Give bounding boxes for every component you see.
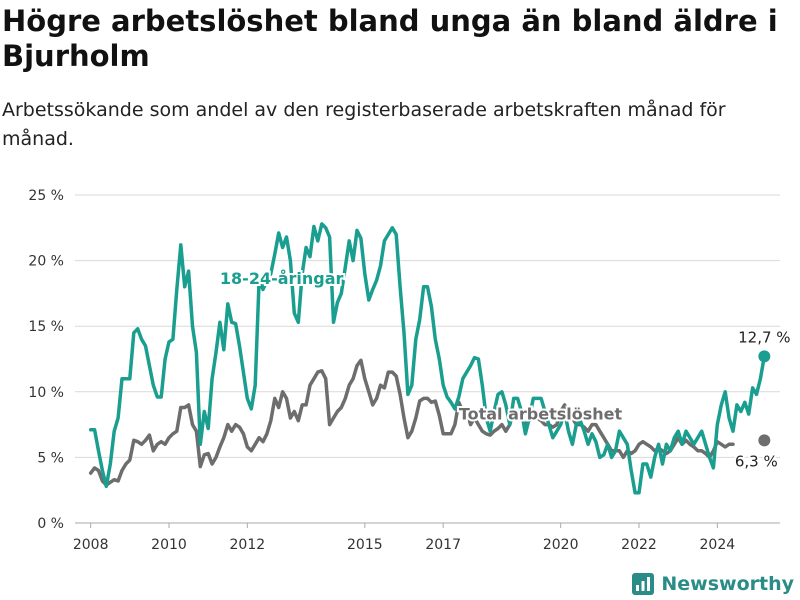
- page-subtitle: Arbetssökande som andel av den registerb…: [2, 99, 726, 150]
- y-tick-label: 10 %: [28, 385, 64, 401]
- series-label: 18-24-åringar: [220, 269, 344, 288]
- x-tick-label: 2017: [425, 537, 461, 553]
- x-tick-label: 2010: [151, 537, 187, 553]
- end-value-label: 6,3 %: [735, 452, 778, 470]
- x-tick-label: 2015: [347, 537, 383, 553]
- series-end-point: [758, 350, 771, 363]
- page-title: Högre arbetslöshet bland unga än bland ä…: [2, 4, 778, 73]
- x-tick-label: 2012: [230, 537, 266, 553]
- x-axis-ticks: 2008 2010 2012 2015 2017 2020 2022 2024: [73, 523, 735, 553]
- y-axis-ticks: 0 % 5 % 10 % 15 % 20 % 25 %: [28, 188, 64, 532]
- y-tick-label: 15 %: [28, 319, 64, 335]
- y-tick-label: 0 %: [37, 516, 64, 532]
- series-line: [88, 358, 735, 487]
- series-line: [88, 222, 767, 495]
- x-tick-label: 2022: [621, 537, 657, 553]
- y-tick-label: 25 %: [28, 188, 64, 204]
- line-chart: 0 %5 %10 %15 %20 %25 % 2008 2010 2012 2015 2…: [28, 188, 791, 553]
- end-value-label: 12,7 %: [738, 328, 790, 346]
- series-label: Total arbetslöshet: [459, 404, 623, 423]
- labels-layer: 12,7 % 6,3 % 18-24-åringar Total arbetslösh…: [218, 267, 791, 472]
- newsworthy-logo: Newsworthy: [631, 572, 794, 596]
- x-tick-label: 2008: [73, 537, 109, 553]
- y-tick-label: 20 %: [28, 254, 64, 270]
- y-tick-label: 5 %: [37, 450, 64, 466]
- series-layer: [88, 222, 767, 495]
- series-end-point: [758, 434, 771, 447]
- x-tick-label: 2020: [543, 537, 579, 553]
- bar-chart-logo-icon: [632, 573, 655, 595]
- x-tick-label: 2024: [700, 537, 736, 553]
- brand-name: Newsworthy: [661, 573, 794, 595]
